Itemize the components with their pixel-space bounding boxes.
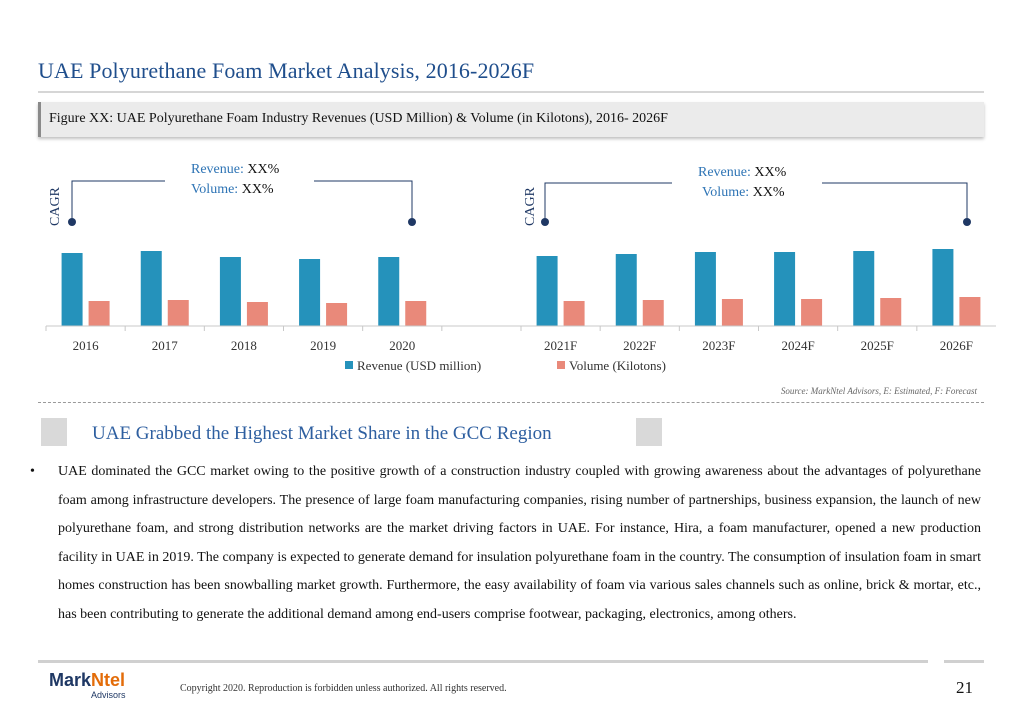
copyright-notice: Copyright 2020. Reproduction is forbidde… (180, 683, 507, 694)
revenue-cagr-key-left: Revenue: (191, 162, 244, 177)
x-tick-label: 2026F (940, 338, 973, 353)
bracket-dot (963, 218, 971, 226)
x-tick-label: 2022F (623, 338, 656, 353)
x-tick-label: 2020 (389, 338, 415, 353)
revenue-cagr-key-right: Revenue: (698, 165, 751, 180)
volume-bar-2017 (167, 300, 189, 326)
revenue-bar-2023F (694, 252, 716, 326)
volume-bar-2025F (880, 298, 902, 326)
revenue-bar-2022F (615, 254, 637, 326)
source-note: Source: MarkNtel Advisors, E: Estimated,… (780, 386, 977, 396)
revenue-bar-2017 (140, 251, 162, 326)
section-heading: UAE Grabbed the Highest Market Share in … (92, 423, 552, 444)
legend-swatch (345, 361, 353, 369)
x-tick-label: 2025F (861, 338, 894, 353)
legend-swatch (557, 361, 565, 369)
revenue-bar-2018 (219, 257, 241, 326)
bar-chart: 2016 2017 2018 2019 2020 2021F 2022F 2023F 2024F… (45, 180, 996, 373)
revenue-bar-2016 (61, 253, 83, 326)
volume-bar-2018 (246, 302, 268, 326)
footer-divider-short (944, 660, 984, 663)
cagr-bracket-right (544, 182, 968, 222)
markntel-logo: MarkNtel Advisors (49, 670, 126, 700)
legend-label: Revenue (USD million) (357, 358, 481, 373)
cagr-annotation-right: Revenue: XX% Volume: XX% (698, 163, 786, 203)
cagr-bracket-left (71, 180, 413, 222)
x-axis-labels: 2016 2017 2018 2019 2020 2021F 2022F 2023F 2024F… (73, 338, 973, 353)
paragraph-text: UAE dominated the GCC market owing to th… (58, 464, 981, 622)
volume-cagr-key-left: Volume: (191, 182, 239, 197)
bullet-marker: • (30, 464, 35, 479)
cagr-annotation-left: Revenue: XX% Volume: XX% (191, 160, 279, 200)
volume-bar-2021F (563, 301, 585, 326)
figure-caption-box: Figure XX: UAE Polyurethane Foam Industr… (38, 102, 984, 137)
revenue-bar-2026F (932, 249, 954, 326)
bracket-dot (408, 218, 416, 226)
x-tick-label: 2024F (781, 338, 814, 353)
x-tick-label: 2017 (152, 338, 179, 353)
figure-caption: Figure XX: UAE Polyurethane Foam Industr… (49, 111, 668, 126)
volume-bar-2023F (721, 299, 743, 326)
bars-group (61, 249, 981, 326)
x-tick-label: 2023F (702, 338, 735, 353)
legend-label: Volume (Kilotons) (569, 358, 666, 373)
volume-bar-2024F (801, 299, 823, 326)
logo-text-mark: Mark (49, 670, 92, 690)
volume-bar-2020 (405, 301, 427, 326)
x-tick-label: 2018 (231, 338, 257, 353)
volume-cagr-value-right: XX% (749, 185, 785, 200)
volume-cagr-value-left: XX% (238, 182, 274, 197)
volume-bar-2016 (88, 301, 110, 326)
heading-accent-right (636, 418, 662, 446)
revenue-bar-2019 (299, 259, 321, 326)
revenue-bar-2020 (378, 257, 400, 326)
bracket-dot (68, 218, 76, 226)
revenue-cagr-value-right: XX% (750, 165, 787, 180)
heading-accent-left (41, 418, 67, 446)
bracket-dot (541, 218, 549, 226)
revenue-bar-2021F (536, 256, 558, 326)
revenue-bar-2024F (774, 252, 796, 326)
revenue-cagr-value-left: XX% (243, 162, 280, 177)
chart-legend: Revenue (USD million) Volume (Kilotons) (345, 358, 666, 373)
x-tick-label: 2016 (73, 338, 100, 353)
volume-bar-2022F (642, 300, 664, 326)
footer-divider (38, 660, 928, 663)
x-axis-ticks (45, 326, 918, 331)
volume-cagr-key-right: Volume: (702, 185, 750, 200)
volume-bar-2026F (959, 297, 981, 326)
revenue-bar-2025F (853, 251, 875, 326)
logo-text-ntel: Ntel (91, 670, 126, 690)
logo-subtext: Advisors (91, 690, 126, 700)
volume-bar-2019 (326, 303, 348, 326)
title-divider (38, 91, 984, 93)
page-number: 21 (956, 678, 973, 697)
dashed-divider (38, 402, 984, 403)
page-title: UAE Polyurethane Foam Market Analysis, 2… (38, 58, 535, 83)
x-tick-label: 2019 (310, 338, 336, 353)
bullet-paragraph: • UAE dominated the GCC market owing to … (30, 458, 981, 629)
x-tick-label: 2021F (544, 338, 577, 353)
